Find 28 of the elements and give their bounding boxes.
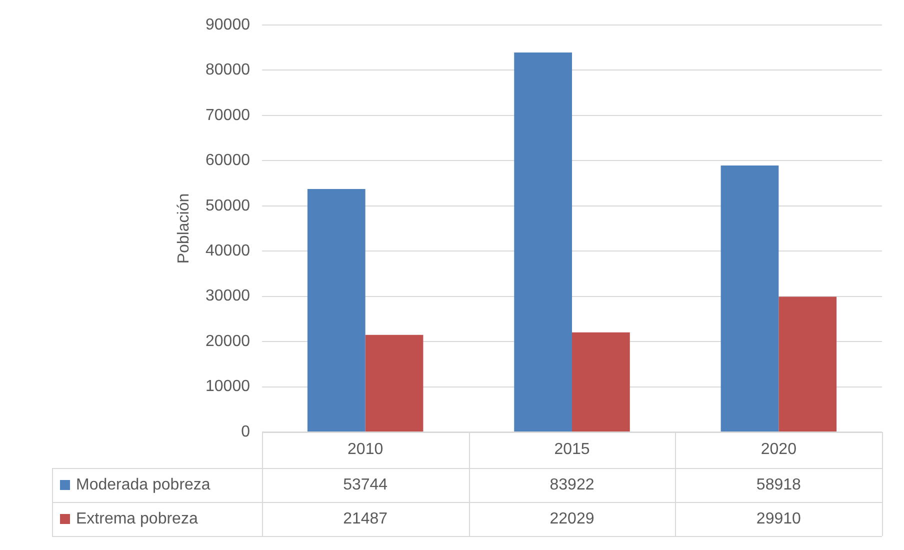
data-label: 58918: [756, 476, 802, 494]
data-label: 22029: [550, 510, 594, 528]
bar: [514, 52, 572, 432]
data-label: 83922: [550, 476, 594, 494]
y-tick-label: 50000: [206, 197, 250, 214]
y-tick-label: 0: [241, 423, 250, 440]
bar: [720, 166, 779, 432]
data-label: 53744: [343, 476, 388, 494]
y-tick-label: 10000: [206, 378, 250, 396]
data-label: 21487: [343, 510, 388, 528]
y-tick-label: 40000: [206, 242, 250, 260]
legend-label: Extrema pobreza: [76, 510, 198, 528]
y-tick-label: 70000: [206, 106, 250, 124]
legend-label: Moderada pobreza: [76, 476, 210, 494]
bar: [365, 334, 424, 432]
bar: [778, 296, 837, 432]
y-tick-label: 60000: [206, 152, 250, 170]
data-label: 29910: [756, 510, 802, 528]
x-tick-label: 2010: [348, 441, 384, 458]
x-tick-label: 2015: [554, 441, 590, 458]
bar: [572, 332, 630, 432]
x-tick-label: 2020: [760, 441, 797, 458]
y-tick-label: 90000: [206, 16, 250, 34]
bar: [307, 188, 366, 432]
y-axis-title: Población: [175, 193, 192, 264]
y-tick-label: 80000: [206, 62, 250, 79]
y-tick-label: 30000: [206, 288, 250, 305]
y-tick-label: 20000: [206, 332, 250, 350]
